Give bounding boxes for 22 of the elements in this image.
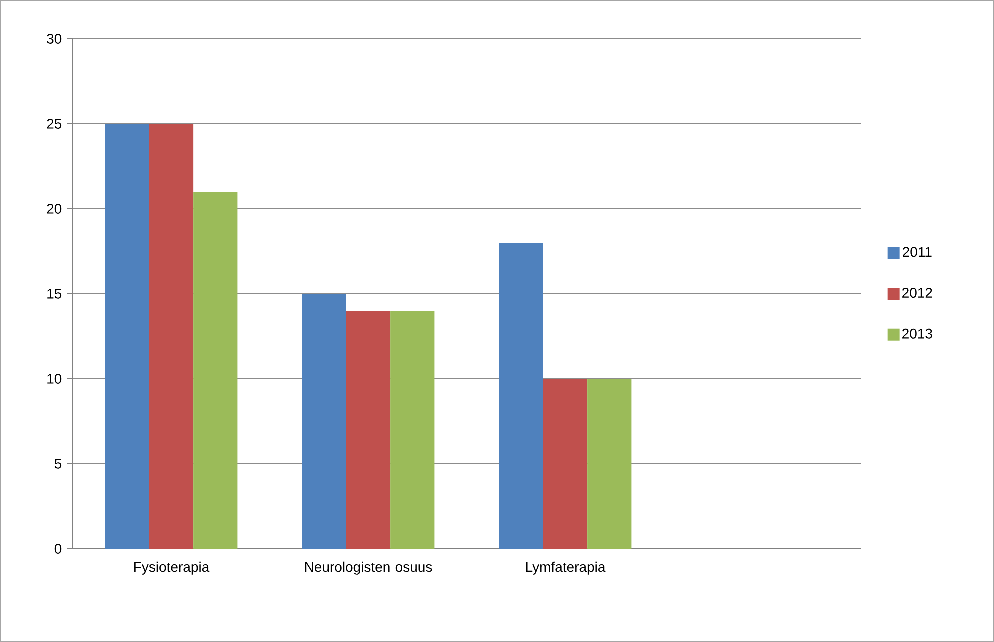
bar [499,242,544,549]
y-tick-label: 20 [47,204,62,214]
y-tick-label: 0 [54,544,62,554]
y-tick-label: 25 [47,119,62,129]
legend-label: 2012 [902,288,932,298]
x-tick-label: Lymfaterapia [526,562,606,575]
bar [346,310,391,549]
legend-label: 2013 [902,328,932,339]
y-tick-label: 5 [54,459,62,469]
y-tick-label: 15 [48,289,62,299]
bar [543,378,588,549]
y-tick-label: 30 [47,34,62,44]
bar [390,310,435,549]
bar [149,124,194,549]
bar [194,192,238,549]
bar [588,378,632,549]
x-tick-label: Fysioterapia [134,562,210,575]
y-tick-label: 10 [48,374,62,384]
bar [302,294,346,549]
x-tick-label: Neurologisten osuus [305,562,432,575]
legend-label: 2011 [903,247,932,258]
bar [105,124,150,549]
